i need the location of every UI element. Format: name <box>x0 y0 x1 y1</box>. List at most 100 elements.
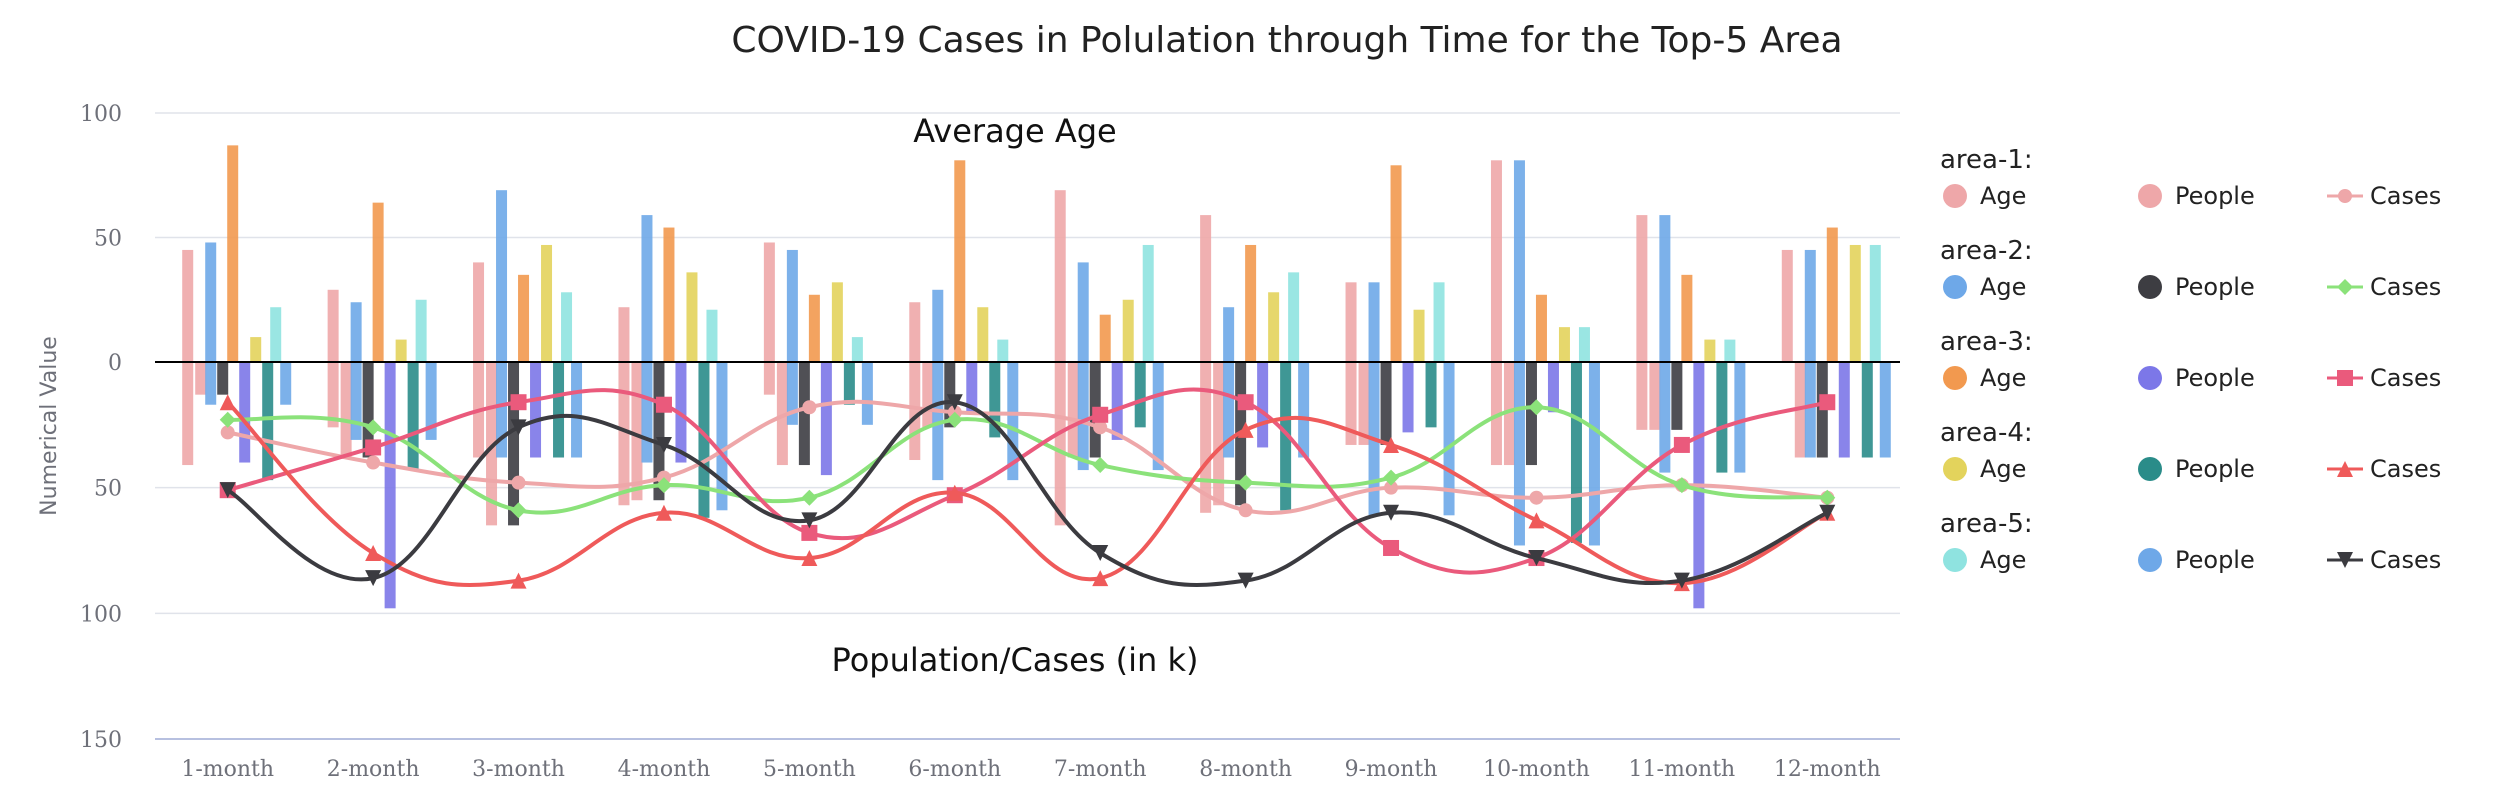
x-tick-label: 11-month <box>1629 757 1736 782</box>
age-bar <box>1558 327 1570 362</box>
legend-item-label: Cases <box>2370 182 2441 210</box>
case-line <box>227 405 1828 515</box>
legend-item-label: Cases <box>2370 455 2441 483</box>
people-bar <box>966 362 978 413</box>
age-bar <box>1223 307 1235 362</box>
people-bar <box>861 362 873 425</box>
age-bar <box>250 337 262 362</box>
legend-item-label: People <box>2175 273 2255 301</box>
case-point <box>1528 399 1545 416</box>
case-point <box>946 484 963 501</box>
people-bar <box>922 362 934 428</box>
age-bar <box>415 299 427 362</box>
x-tick-label: 9-month <box>1345 757 1438 782</box>
legend-swatch <box>2138 457 2162 481</box>
case-point <box>1093 420 1108 435</box>
case-line <box>226 400 1829 587</box>
age-bar <box>1122 299 1134 362</box>
legend-group-label: area-2: <box>1940 236 2033 266</box>
people-bar <box>1067 362 1079 458</box>
y-tick-label: 150 <box>80 728 122 753</box>
age-bar <box>182 249 194 362</box>
case-point <box>1673 477 1690 494</box>
bars <box>182 145 1891 609</box>
legend: area-1: Age People Cases area-2: Age People Cas… <box>1940 145 2441 574</box>
x-tick-label: 5-month <box>763 757 856 782</box>
age-down-bar <box>1490 362 1502 466</box>
case-point <box>801 550 818 567</box>
people-bar <box>1734 362 1746 473</box>
legend-swatch <box>1943 366 1967 390</box>
age-down-bar <box>1804 362 1816 458</box>
people-bar <box>1134 362 1146 428</box>
legend-swatch <box>2138 184 2162 208</box>
case-point <box>220 425 235 440</box>
age-down-bar <box>786 362 798 425</box>
case-point <box>510 394 527 411</box>
people-bar <box>362 362 374 458</box>
people-bar <box>425 362 437 440</box>
case-point <box>655 477 672 494</box>
people-bar <box>1298 362 1310 458</box>
legend-item-label: Age <box>1980 273 2026 301</box>
case-point <box>1529 490 1544 505</box>
y-axis-label: Numerical Value <box>37 336 62 516</box>
age-bar <box>227 145 239 362</box>
people-bar <box>1425 362 1437 428</box>
case-point <box>802 400 817 415</box>
case-point <box>1092 570 1109 587</box>
case-point <box>1528 512 1545 529</box>
people-bar <box>843 362 855 405</box>
case-point <box>1528 550 1545 567</box>
case-point <box>510 572 527 589</box>
age-bar <box>706 309 718 362</box>
legend-swatch <box>1943 457 1967 481</box>
people-bar <box>407 362 419 471</box>
age-bar <box>1659 215 1671 362</box>
people-bar <box>1443 362 1455 516</box>
x-tick-label: 6-month <box>908 757 1001 782</box>
case-point <box>219 411 236 428</box>
people-bar <box>384 362 396 609</box>
legend-group-label: area-5: <box>1940 509 2033 539</box>
legend-group-label: area-1: <box>1940 145 2033 175</box>
case-point <box>1383 436 1400 453</box>
x-ticks: 1-month 2-month 3-month 4-month 5-month 6-mon… <box>181 757 1880 782</box>
people-bar <box>1671 362 1683 430</box>
case-point <box>1383 504 1400 521</box>
age-bar <box>831 282 843 362</box>
people-bar <box>1402 362 1414 433</box>
y-ticks: 100 50 0 50 100 150 <box>80 102 122 753</box>
age-bar <box>1636 215 1648 362</box>
people-bar <box>1007 362 1019 481</box>
legend-swatch <box>2138 275 2162 299</box>
people-bar <box>798 362 810 466</box>
people-bar <box>820 362 832 476</box>
case-point <box>655 504 672 521</box>
legend-swatch <box>1943 184 1967 208</box>
age-bar <box>473 262 485 362</box>
legend-swatch <box>2138 548 2162 572</box>
age-bar <box>1869 244 1881 362</box>
people-bar <box>1358 362 1370 445</box>
legend-group-label: area-4: <box>1940 418 2033 448</box>
case-point <box>1384 480 1399 495</box>
age-down-bar <box>618 362 630 506</box>
age-down-bar <box>763 362 775 395</box>
people-bar <box>1570 362 1582 543</box>
age-bar <box>954 160 966 362</box>
age-bar <box>808 294 820 362</box>
age-bar <box>1099 314 1111 362</box>
case-point <box>219 394 236 411</box>
age-bar <box>1142 244 1154 362</box>
legend-item-label: Cases <box>2370 546 2441 574</box>
age-down-bar <box>1223 362 1235 458</box>
age-bar <box>395 339 407 362</box>
case-point <box>1383 469 1400 486</box>
people-bar <box>280 362 292 405</box>
people-bar <box>508 362 520 526</box>
legend-item-label: Age <box>1980 546 2026 574</box>
age-bar <box>932 289 944 362</box>
age-bar <box>496 190 508 362</box>
case-point <box>1237 394 1254 411</box>
